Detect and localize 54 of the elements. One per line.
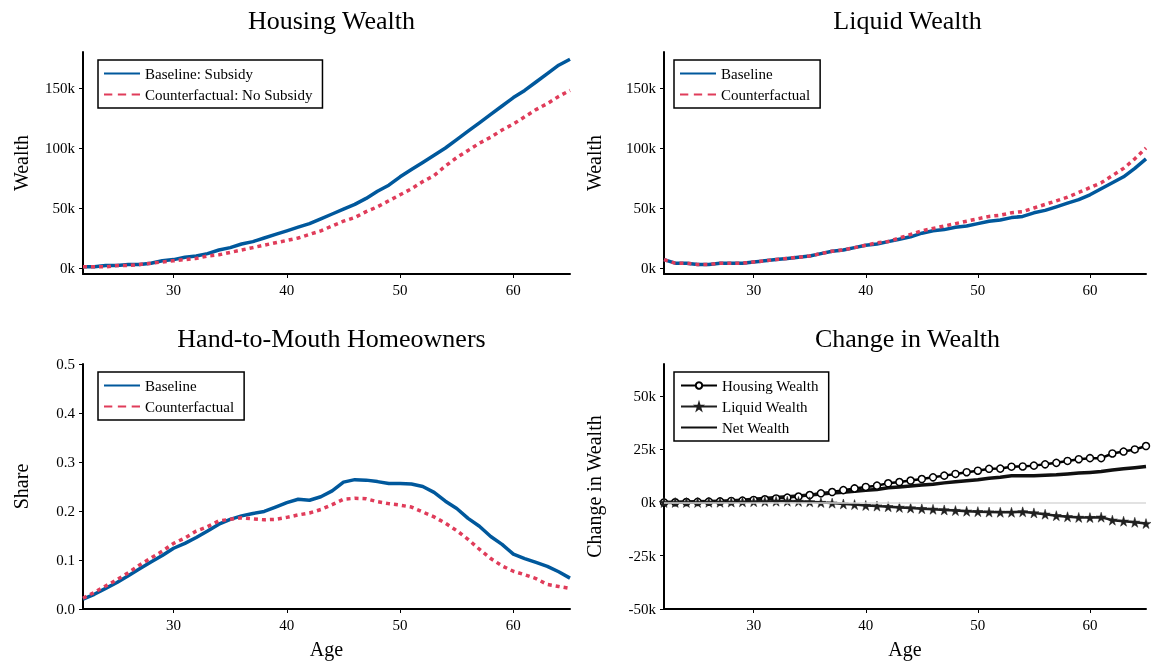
- y-tick-label: 25k: [633, 441, 657, 458]
- y-tick-label: -25k: [628, 547, 657, 564]
- x-tick-label: 30: [746, 281, 762, 298]
- x-tick-label: 30: [166, 281, 182, 298]
- x-axis-title: Age: [888, 638, 922, 661]
- y-axis-title: Wealth: [10, 134, 32, 192]
- y-tick-label: 150k: [626, 80, 657, 96]
- y-tick-label: 100k: [626, 140, 657, 156]
- y-axis-title: Change in Wealth: [583, 415, 606, 558]
- chart-title: Hand-to-Mouth Homeowners: [177, 323, 486, 353]
- x-tick-label: 60: [1082, 281, 1098, 298]
- x-tick-label: 30: [746, 616, 762, 633]
- legend-label: Baseline: Subsidy: [145, 65, 254, 82]
- y-tick-label: 50k: [633, 200, 657, 216]
- y-tick-label: 0k: [60, 260, 76, 276]
- chart-title: Liquid Wealth: [833, 5, 982, 35]
- legend-label: Baseline: [145, 377, 197, 394]
- x-tick-label: 60: [505, 281, 521, 298]
- x-axis-title: Age: [309, 638, 344, 661]
- chart-title: Change in Wealth: [814, 323, 1001, 353]
- x-tick-label: 40: [279, 281, 295, 298]
- legend-label: Counterfactual: [145, 398, 235, 415]
- y-tick-label: 0k: [641, 494, 657, 511]
- x-tick-label: 60: [505, 616, 521, 633]
- y-axis-title: Wealth: [583, 134, 605, 192]
- y-tick-label: 0.3: [56, 454, 75, 470]
- chart-title: Housing Wealth: [247, 5, 416, 35]
- y-tick-label: 0k: [641, 260, 657, 276]
- y-tick-label: 0.5: [56, 356, 75, 372]
- x-tick-label: 40: [279, 616, 295, 633]
- y-tick-label: 100k: [45, 140, 76, 156]
- y-tick-label: 0.1: [56, 552, 75, 568]
- x-tick-label: 50: [970, 616, 986, 633]
- y-axis-title: Share: [10, 463, 32, 510]
- y-tick-label: 0.0: [56, 601, 75, 617]
- legend-label: Net Wealth: [722, 419, 790, 436]
- y-tick-label: 0.2: [56, 503, 75, 519]
- legend-label: Counterfactual: [721, 86, 811, 103]
- y-tick-label: -50k: [628, 601, 657, 617]
- x-tick-label: 40: [858, 616, 874, 633]
- y-tick-label: 150k: [45, 80, 76, 96]
- legend-label: Baseline: [721, 65, 773, 82]
- x-tick-label: 40: [858, 281, 874, 298]
- x-tick-label: 60: [1082, 616, 1098, 633]
- legend-label: Liquid Wealth: [722, 398, 809, 415]
- x-tick-label: 30: [166, 616, 182, 633]
- legend-label: Counterfactual: No Subsidy: [145, 86, 313, 103]
- x-tick-label: 50: [392, 616, 408, 633]
- legend-label: Housing Wealth: [722, 377, 819, 394]
- y-tick-label: 0.4: [56, 405, 76, 421]
- x-tick-label: 50: [970, 281, 986, 298]
- y-tick-label: 50k: [52, 200, 76, 216]
- y-tick-label: 50k: [633, 387, 657, 404]
- x-tick-label: 50: [392, 281, 408, 298]
